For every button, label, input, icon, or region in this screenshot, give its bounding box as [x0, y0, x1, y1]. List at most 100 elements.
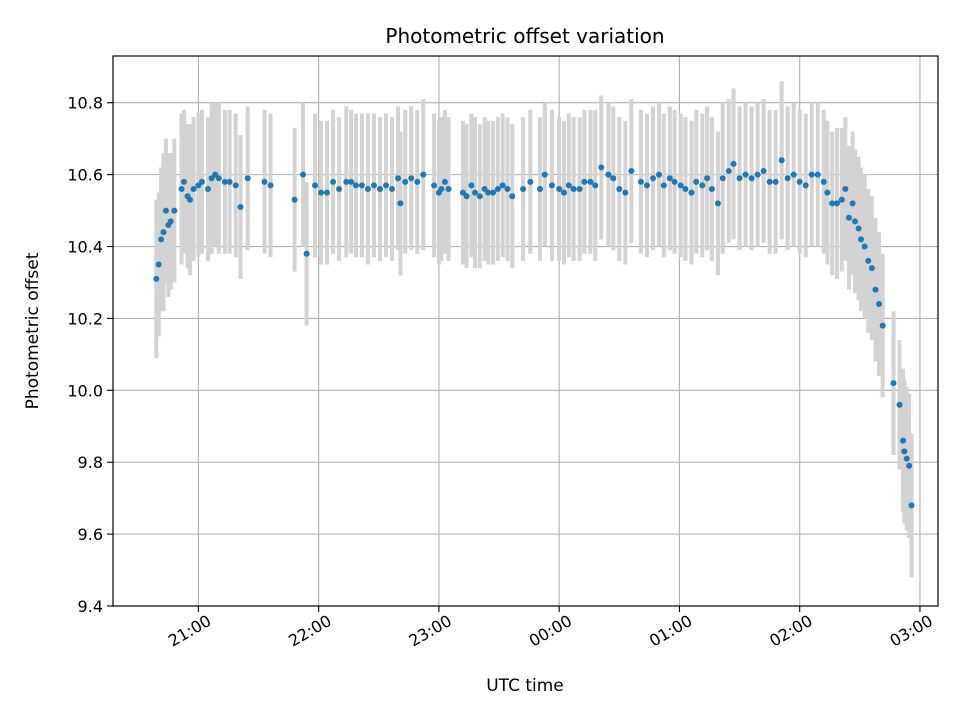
data-point: [849, 200, 856, 207]
data-point: [605, 171, 612, 178]
data-point: [890, 380, 897, 387]
data-point: [509, 193, 516, 200]
data-point: [485, 189, 492, 196]
data-point: [570, 186, 577, 193]
data-point: [153, 275, 160, 282]
data-point: [160, 229, 167, 236]
data-point: [180, 178, 187, 185]
data-point: [420, 171, 427, 178]
data-point: [820, 178, 827, 185]
data-point: [445, 186, 452, 193]
data-point: [900, 437, 907, 444]
data-point: [846, 214, 853, 221]
data-point: [389, 186, 396, 193]
data-point: [879, 322, 886, 329]
data-point: [643, 182, 650, 189]
data-point: [330, 178, 337, 185]
data-point: [431, 182, 438, 189]
y-tick-label: 10.6: [67, 166, 103, 185]
y-tick-label: 9.8: [78, 453, 103, 472]
data-point: [348, 178, 355, 185]
data-point: [766, 178, 773, 185]
data-point: [760, 168, 767, 175]
data-point: [541, 171, 548, 178]
data-point: [699, 182, 706, 189]
data-point: [414, 178, 421, 185]
data-point: [903, 455, 910, 462]
data-point: [463, 193, 470, 200]
data-point: [471, 189, 478, 196]
y-tick-label: 9.6: [78, 525, 103, 544]
data-point: [358, 182, 365, 189]
data-point: [178, 186, 185, 193]
data-point: [748, 175, 755, 182]
data-point: [237, 203, 244, 210]
data-point: [833, 200, 840, 207]
data-point: [232, 182, 239, 189]
data-point: [476, 193, 483, 200]
data-point: [171, 207, 178, 214]
data-point: [790, 171, 797, 178]
data-point: [704, 175, 711, 182]
data-point: [637, 178, 644, 185]
data-point: [901, 448, 908, 455]
data-point: [364, 186, 371, 193]
data-point: [395, 175, 402, 182]
y-axis-ticks: 9.4 9.6 9.8 10.0 10.2 10.4 10.6 10.8: [67, 94, 113, 616]
y-tick-label: 10.0: [67, 381, 103, 400]
data-point: [814, 171, 821, 178]
data-point: [343, 178, 350, 185]
data-point: [352, 182, 359, 189]
data-point: [527, 178, 534, 185]
data-point: [376, 186, 383, 193]
data-point: [693, 178, 700, 185]
data-point: [560, 189, 567, 196]
data-point: [520, 186, 527, 193]
data-point: [677, 182, 684, 189]
data-point: [155, 261, 162, 268]
data-point: [876, 301, 883, 308]
data-point: [261, 178, 268, 185]
data-point: [719, 175, 726, 182]
data-point: [725, 168, 732, 175]
data-point: [655, 171, 662, 178]
data-point: [318, 189, 325, 196]
data-point: [784, 175, 791, 182]
data-point: [267, 182, 274, 189]
y-axis-label: Photometric offset: [23, 252, 43, 409]
data-point: [536, 186, 543, 193]
data-point: [408, 175, 415, 182]
data-point: [666, 175, 673, 182]
data-point: [581, 178, 588, 185]
data-point: [896, 401, 903, 408]
data-point: [671, 178, 678, 185]
data-point: [610, 175, 617, 182]
data-point: [906, 462, 913, 469]
data-point: [778, 157, 785, 164]
data-point: [490, 189, 497, 196]
data-point: [336, 186, 343, 193]
data-point: [190, 186, 197, 193]
data-point: [324, 189, 331, 196]
data-point: [628, 168, 635, 175]
data-point: [838, 196, 845, 203]
data-point: [742, 171, 749, 178]
data-point: [855, 225, 862, 232]
data-point: [300, 171, 307, 178]
data-point: [754, 171, 761, 178]
data-point: [587, 178, 594, 185]
x-axis-label: UTC time: [486, 676, 564, 696]
data-point: [215, 175, 222, 182]
y-tick-label: 10.4: [67, 238, 103, 257]
y-tick-label: 10.8: [67, 94, 103, 113]
data-point: [708, 186, 715, 193]
data-point: [397, 200, 404, 207]
data-point: [576, 186, 583, 193]
data-point: [868, 265, 875, 272]
y-tick-label: 9.4: [78, 597, 103, 616]
data-point: [858, 236, 865, 243]
data-point: [565, 182, 572, 189]
data-point: [852, 218, 859, 225]
data-point: [616, 186, 623, 193]
data-point: [167, 218, 174, 225]
